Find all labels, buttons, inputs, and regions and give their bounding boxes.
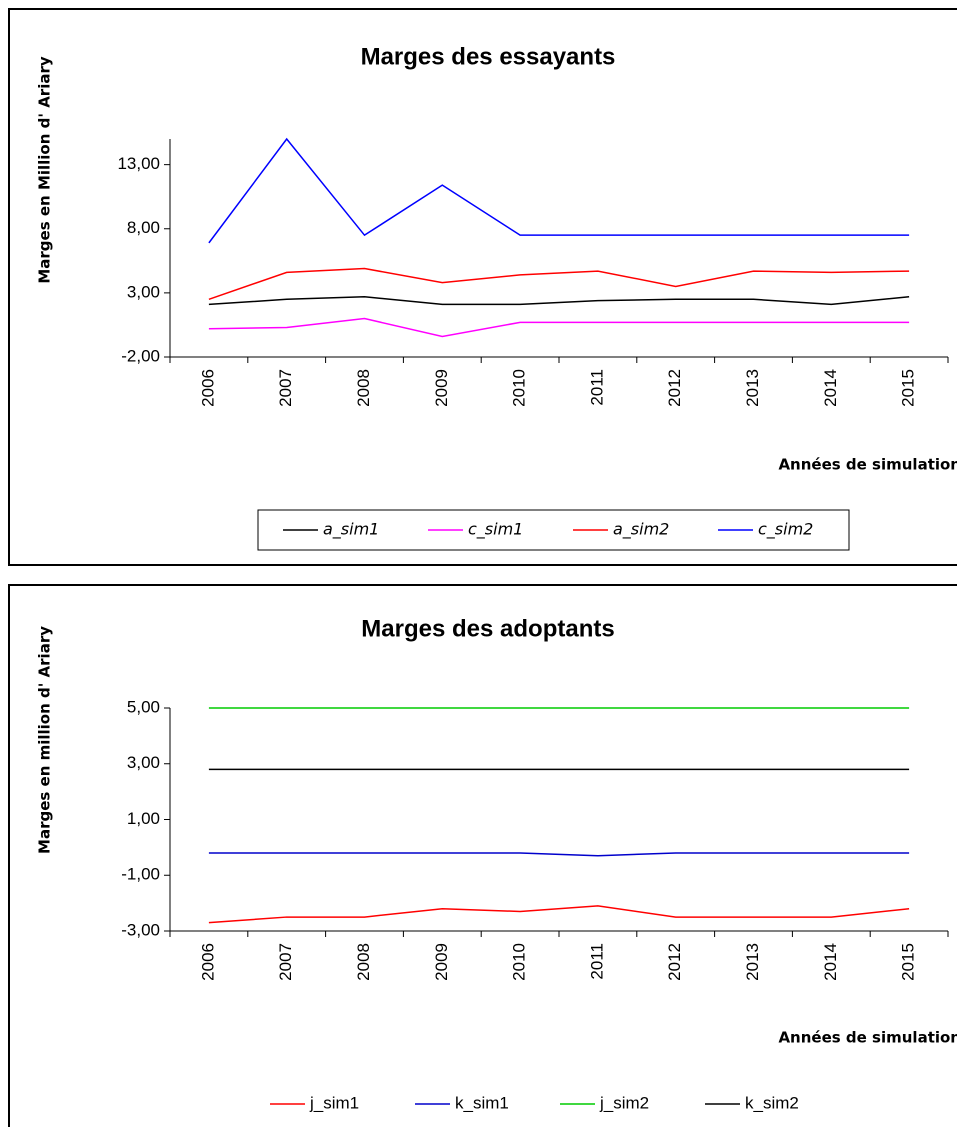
x-tick-label: 2013: [743, 369, 762, 407]
chart-frame: [8, 584, 957, 1127]
x-tick-label: 2008: [354, 943, 373, 981]
legend-label: k_sim1: [455, 1093, 509, 1112]
y-tick-label: -3,00: [121, 920, 160, 939]
y-axis-label: Marges en Million d' Ariary: [36, 56, 54, 284]
y-axis-label: Marges en million d' Ariary: [36, 626, 54, 854]
x-tick-label: 2011: [587, 943, 606, 980]
x-tick-label: 2007: [276, 369, 295, 407]
chart-title: Marges des adoptants: [361, 615, 614, 642]
x-axis-label: Années de simulation: [778, 1029, 957, 1047]
y-tick-label: -1,00: [121, 865, 160, 884]
x-tick-label: 2012: [665, 943, 684, 981]
series-line: [208, 137, 910, 244]
legend-label: c_sim2: [758, 520, 813, 540]
series-line: [208, 295, 910, 306]
x-tick-label: 2008: [354, 369, 373, 407]
legend-label: c_sim1: [468, 520, 523, 540]
chart-title: Marges des essayants: [361, 43, 616, 70]
series-line: [208, 317, 910, 338]
y-tick-label: 3,00: [127, 282, 160, 301]
series-line: [208, 267, 910, 301]
legend-label: k_sim2: [745, 1093, 799, 1112]
chart-frame: [8, 8, 957, 566]
x-tick-label: 2006: [198, 943, 217, 981]
series-line: [208, 852, 910, 857]
legend-label: a_sim1: [323, 520, 379, 540]
legend-label: j_sim1: [309, 1093, 359, 1112]
x-tick-label: 2009: [432, 369, 451, 407]
y-tick-label: 13,00: [117, 154, 160, 173]
x-tick-label: 2015: [899, 943, 918, 981]
y-tick-label: 3,00: [127, 753, 160, 772]
x-tick-label: 2014: [821, 943, 840, 981]
x-axis-label: Années de simulation: [778, 456, 957, 474]
y-tick-label: 5,00: [127, 697, 160, 716]
legend-label: j_sim2: [599, 1093, 649, 1112]
x-tick-label: 2010: [510, 943, 529, 981]
y-tick-label: -2,00: [121, 346, 160, 365]
y-tick-label: 1,00: [127, 809, 160, 828]
series-line: [208, 905, 910, 924]
x-tick-label: 2014: [821, 369, 840, 407]
x-tick-label: 2006: [198, 369, 217, 407]
legend-frame: [257, 509, 850, 551]
x-tick-label: 2011: [587, 369, 606, 406]
x-tick-label: 2010: [510, 369, 529, 407]
x-tick-label: 2013: [743, 943, 762, 981]
x-tick-label: 2007: [276, 943, 295, 981]
x-tick-label: 2009: [432, 943, 451, 981]
legend-label: a_sim2: [613, 520, 669, 540]
x-tick-label: 2015: [899, 369, 918, 407]
y-tick-label: 8,00: [127, 218, 160, 237]
x-tick-label: 2012: [665, 369, 684, 407]
